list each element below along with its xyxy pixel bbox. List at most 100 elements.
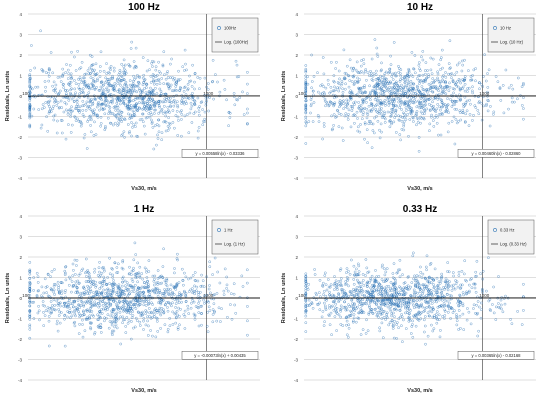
data-point — [219, 282, 221, 284]
data-point — [323, 122, 325, 124]
data-point — [224, 88, 226, 90]
data-point — [110, 65, 112, 67]
data-point — [193, 113, 195, 115]
data-point — [424, 73, 426, 75]
data-point — [405, 107, 407, 109]
data-point — [363, 138, 365, 140]
data-point — [137, 262, 139, 264]
data-point — [396, 337, 398, 339]
data-point — [246, 112, 248, 114]
data-point — [362, 86, 364, 88]
data-point — [241, 275, 243, 277]
data-point — [41, 108, 43, 110]
data-point — [392, 272, 394, 274]
data-point — [155, 66, 157, 68]
data-point — [167, 129, 169, 131]
data-point — [184, 310, 186, 312]
data-point — [305, 331, 307, 333]
data-point — [432, 120, 434, 122]
data-point — [104, 113, 106, 115]
data-point — [424, 110, 426, 112]
data-point — [235, 60, 237, 62]
data-point — [142, 77, 144, 79]
data-point — [188, 75, 190, 77]
data-point — [58, 308, 60, 310]
data-point — [143, 304, 145, 306]
data-point — [456, 71, 458, 73]
y-tick-label: -4 — [18, 378, 22, 383]
data-point — [38, 310, 40, 312]
data-point — [90, 77, 92, 79]
data-point — [449, 40, 451, 42]
data-point — [504, 303, 506, 305]
data-point — [468, 125, 470, 127]
data-point — [116, 78, 118, 80]
data-point — [59, 90, 61, 92]
data-point — [153, 313, 155, 315]
data-point — [364, 275, 366, 277]
data-point — [480, 273, 482, 275]
data-point — [197, 137, 199, 139]
data-point — [190, 108, 192, 110]
data-point — [307, 304, 309, 306]
data-point — [326, 289, 328, 291]
data-point — [227, 290, 229, 292]
data-point — [418, 136, 420, 138]
data-point — [389, 86, 391, 88]
data-point — [182, 284, 184, 286]
data-point — [437, 71, 439, 73]
data-point — [323, 125, 325, 127]
data-point — [246, 282, 248, 284]
data-point — [407, 79, 409, 81]
data-point — [246, 83, 248, 85]
data-point — [493, 111, 495, 113]
data-point — [103, 289, 105, 291]
data-point — [502, 311, 504, 313]
data-point — [349, 273, 351, 275]
data-point — [357, 126, 359, 128]
data-point — [380, 62, 382, 64]
data-point — [456, 324, 458, 326]
data-point — [57, 330, 59, 332]
data-point — [429, 89, 431, 91]
data-point — [423, 319, 425, 321]
data-point — [132, 314, 134, 316]
data-point — [119, 316, 121, 318]
data-point — [381, 322, 383, 324]
data-point — [153, 284, 155, 286]
data-point — [75, 69, 77, 71]
data-point — [70, 73, 72, 75]
data-point — [323, 86, 325, 88]
data-point — [207, 82, 209, 84]
data-point — [131, 278, 133, 280]
data-point — [66, 316, 68, 318]
data-point — [489, 125, 491, 127]
data-point — [235, 312, 237, 314]
data-point — [79, 307, 81, 309]
data-point — [437, 103, 439, 105]
data-point — [418, 275, 420, 277]
data-point — [153, 83, 155, 85]
data-point — [441, 93, 443, 95]
data-point — [85, 275, 87, 277]
data-point — [54, 293, 56, 295]
data-point — [134, 326, 136, 328]
data-point — [342, 139, 344, 141]
data-point — [162, 112, 164, 114]
data-point — [375, 97, 377, 99]
data-point — [385, 271, 387, 273]
data-point — [448, 63, 450, 65]
data-point — [340, 323, 342, 325]
y-tick-label: -3 — [294, 156, 298, 161]
data-point — [53, 81, 55, 83]
data-point — [453, 275, 455, 277]
data-point — [192, 274, 194, 276]
data-point — [428, 103, 430, 105]
data-point — [187, 308, 189, 310]
data-point — [427, 335, 429, 337]
data-point — [82, 88, 84, 90]
data-point — [430, 57, 432, 59]
data-point — [324, 274, 326, 276]
data-point — [89, 275, 91, 277]
data-point — [93, 292, 95, 294]
